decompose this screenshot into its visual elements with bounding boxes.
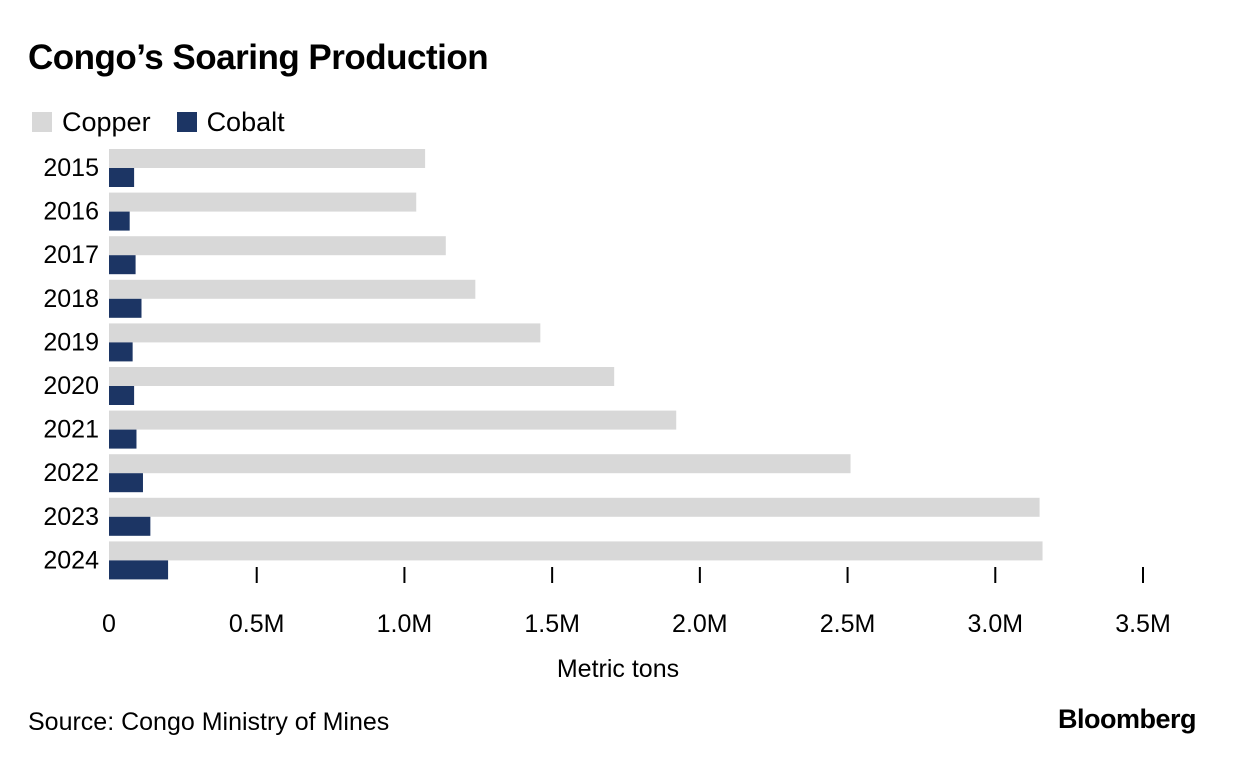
- y-tick-label-2023: 2023: [43, 503, 99, 531]
- bar-cobalt-2016: [109, 211, 130, 231]
- bar-cobalt-2015: [109, 168, 135, 187]
- bar-copper-2023: [109, 497, 1040, 517]
- bar-copper-2024: [109, 541, 1043, 561]
- y-tick-label-2019: 2019: [43, 328, 99, 356]
- y-tick-label-2020: 2020: [43, 372, 99, 400]
- x-tick-label-7: 3.5M: [1115, 610, 1171, 638]
- x-tick-label-3: 1.5M: [524, 610, 580, 638]
- y-tick-label-2015: 2015: [43, 154, 99, 182]
- bar-copper-2022: [109, 454, 851, 474]
- legend-item-copper: Copper: [32, 107, 151, 138]
- x-tick-label-0: 0: [102, 610, 116, 638]
- bloomberg-logo: Bloomberg: [1057, 704, 1197, 734]
- bar-copper-2016: [109, 192, 417, 212]
- x-axis-label: Metric tons: [557, 655, 679, 683]
- chart-title: Congo’s Soaring Production: [28, 38, 489, 77]
- bar-cobalt-2021: [109, 429, 137, 449]
- legend-swatch-copper: [32, 112, 52, 132]
- bar-copper-2018: [109, 279, 476, 299]
- bar-cobalt-2019: [109, 342, 133, 362]
- y-tick-label-2017: 2017: [43, 241, 99, 269]
- bar-cobalt-2022: [109, 473, 143, 493]
- bar-copper-2021: [109, 410, 677, 430]
- x-tick-label-1: 0.5M: [229, 610, 285, 638]
- legend: Copper Cobalt: [32, 104, 311, 140]
- y-tick-label-2024: 2024: [43, 546, 99, 574]
- legend-label-copper: Copper: [62, 106, 151, 137]
- x-tick-label-4: 2.0M: [672, 610, 728, 638]
- x-tick-label-6: 3.0M: [967, 610, 1023, 638]
- source-note: Source: Congo Ministry of Mines: [28, 708, 390, 736]
- y-tick-label-2018: 2018: [43, 285, 99, 313]
- x-tick-label-2: 1.0M: [377, 610, 433, 638]
- x-tick-label-5: 2.5M: [820, 610, 876, 638]
- y-tick-label-2016: 2016: [43, 198, 99, 226]
- bar-cobalt-2017: [109, 255, 136, 275]
- bar-cobalt-2024: [109, 560, 169, 580]
- bar-copper-2020: [109, 367, 615, 386]
- legend-swatch-cobalt: [176, 112, 197, 132]
- bar-cobalt-2023: [109, 516, 151, 536]
- legend-label-cobalt: Cobalt: [206, 106, 285, 137]
- legend-item-cobalt: Cobalt: [176, 106, 285, 138]
- bar-cobalt-2020: [109, 386, 135, 405]
- y-tick-label-2022: 2022: [43, 459, 99, 487]
- bar-cobalt-2018: [109, 298, 142, 318]
- bar-copper-2015: [109, 149, 426, 168]
- y-tick-label-2021: 2021: [43, 416, 99, 444]
- bar-copper-2019: [109, 323, 541, 343]
- bar-copper-2017: [109, 236, 446, 256]
